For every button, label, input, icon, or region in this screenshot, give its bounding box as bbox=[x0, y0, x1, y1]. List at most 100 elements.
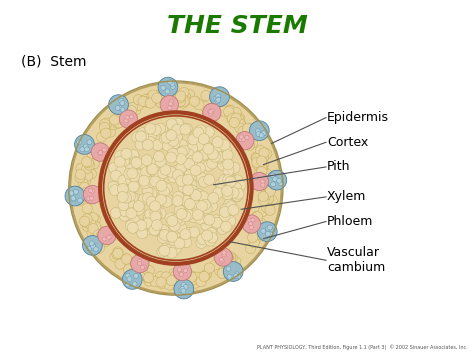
Circle shape bbox=[176, 154, 187, 165]
Circle shape bbox=[115, 105, 120, 110]
Circle shape bbox=[87, 246, 92, 251]
Circle shape bbox=[255, 145, 266, 155]
Circle shape bbox=[182, 174, 193, 185]
Circle shape bbox=[193, 140, 204, 151]
Circle shape bbox=[262, 130, 266, 135]
Circle shape bbox=[258, 152, 268, 163]
Circle shape bbox=[184, 182, 195, 193]
Circle shape bbox=[246, 244, 255, 253]
Circle shape bbox=[210, 215, 221, 226]
Circle shape bbox=[208, 192, 219, 203]
Circle shape bbox=[86, 219, 96, 230]
Circle shape bbox=[191, 191, 202, 202]
Circle shape bbox=[177, 279, 188, 290]
Circle shape bbox=[213, 187, 224, 198]
Circle shape bbox=[273, 177, 277, 182]
Circle shape bbox=[270, 173, 275, 178]
Circle shape bbox=[157, 162, 168, 173]
Circle shape bbox=[80, 147, 85, 152]
Circle shape bbox=[170, 244, 181, 255]
Circle shape bbox=[255, 175, 265, 186]
Circle shape bbox=[139, 270, 149, 280]
Circle shape bbox=[259, 223, 270, 233]
Circle shape bbox=[125, 220, 136, 231]
Circle shape bbox=[271, 182, 276, 187]
Circle shape bbox=[216, 97, 221, 102]
Circle shape bbox=[184, 89, 195, 100]
Circle shape bbox=[109, 115, 120, 125]
Circle shape bbox=[226, 105, 236, 116]
Circle shape bbox=[183, 285, 188, 290]
Circle shape bbox=[183, 268, 188, 273]
Circle shape bbox=[255, 156, 265, 166]
Circle shape bbox=[181, 283, 186, 288]
Circle shape bbox=[220, 214, 231, 225]
Circle shape bbox=[220, 221, 231, 232]
Circle shape bbox=[140, 265, 145, 269]
Circle shape bbox=[81, 187, 91, 198]
Circle shape bbox=[93, 230, 103, 240]
Circle shape bbox=[116, 207, 127, 218]
Circle shape bbox=[260, 176, 271, 186]
Circle shape bbox=[73, 189, 78, 194]
Circle shape bbox=[151, 220, 163, 231]
Circle shape bbox=[177, 268, 182, 272]
Circle shape bbox=[191, 278, 201, 288]
Circle shape bbox=[179, 288, 184, 293]
Circle shape bbox=[170, 84, 175, 89]
Circle shape bbox=[166, 247, 177, 258]
Circle shape bbox=[156, 277, 166, 287]
Circle shape bbox=[197, 201, 208, 212]
Circle shape bbox=[100, 121, 110, 131]
Circle shape bbox=[173, 170, 183, 181]
Circle shape bbox=[204, 263, 215, 273]
Circle shape bbox=[119, 110, 137, 128]
Circle shape bbox=[165, 213, 176, 224]
Circle shape bbox=[179, 233, 190, 244]
Circle shape bbox=[235, 113, 245, 124]
Circle shape bbox=[223, 253, 234, 263]
Circle shape bbox=[112, 250, 122, 260]
Circle shape bbox=[265, 205, 275, 215]
Circle shape bbox=[122, 173, 134, 184]
Circle shape bbox=[208, 109, 212, 114]
Circle shape bbox=[236, 274, 241, 279]
Circle shape bbox=[82, 214, 92, 224]
Circle shape bbox=[91, 143, 109, 161]
Circle shape bbox=[121, 148, 132, 159]
Circle shape bbox=[216, 183, 227, 194]
Circle shape bbox=[245, 127, 255, 137]
Circle shape bbox=[224, 199, 235, 210]
Circle shape bbox=[216, 94, 220, 99]
Circle shape bbox=[250, 222, 261, 232]
Circle shape bbox=[249, 228, 259, 239]
Circle shape bbox=[94, 225, 105, 236]
Circle shape bbox=[128, 102, 138, 113]
Circle shape bbox=[147, 164, 158, 175]
Circle shape bbox=[125, 273, 130, 278]
Circle shape bbox=[174, 238, 185, 249]
Circle shape bbox=[100, 119, 110, 129]
Circle shape bbox=[169, 99, 173, 104]
Circle shape bbox=[136, 220, 147, 231]
Circle shape bbox=[210, 108, 214, 113]
Circle shape bbox=[195, 213, 206, 224]
Circle shape bbox=[108, 234, 112, 239]
Circle shape bbox=[91, 244, 96, 249]
Circle shape bbox=[241, 137, 246, 142]
Circle shape bbox=[114, 169, 125, 180]
Circle shape bbox=[264, 193, 273, 204]
Circle shape bbox=[82, 236, 102, 255]
Circle shape bbox=[159, 245, 170, 256]
Circle shape bbox=[90, 230, 100, 241]
Circle shape bbox=[227, 274, 232, 279]
Circle shape bbox=[166, 242, 177, 253]
Circle shape bbox=[175, 93, 185, 103]
Circle shape bbox=[141, 94, 151, 105]
Circle shape bbox=[211, 217, 222, 228]
Circle shape bbox=[219, 257, 223, 262]
Circle shape bbox=[90, 214, 100, 225]
Circle shape bbox=[171, 212, 182, 223]
Circle shape bbox=[257, 225, 268, 235]
Circle shape bbox=[238, 126, 248, 136]
